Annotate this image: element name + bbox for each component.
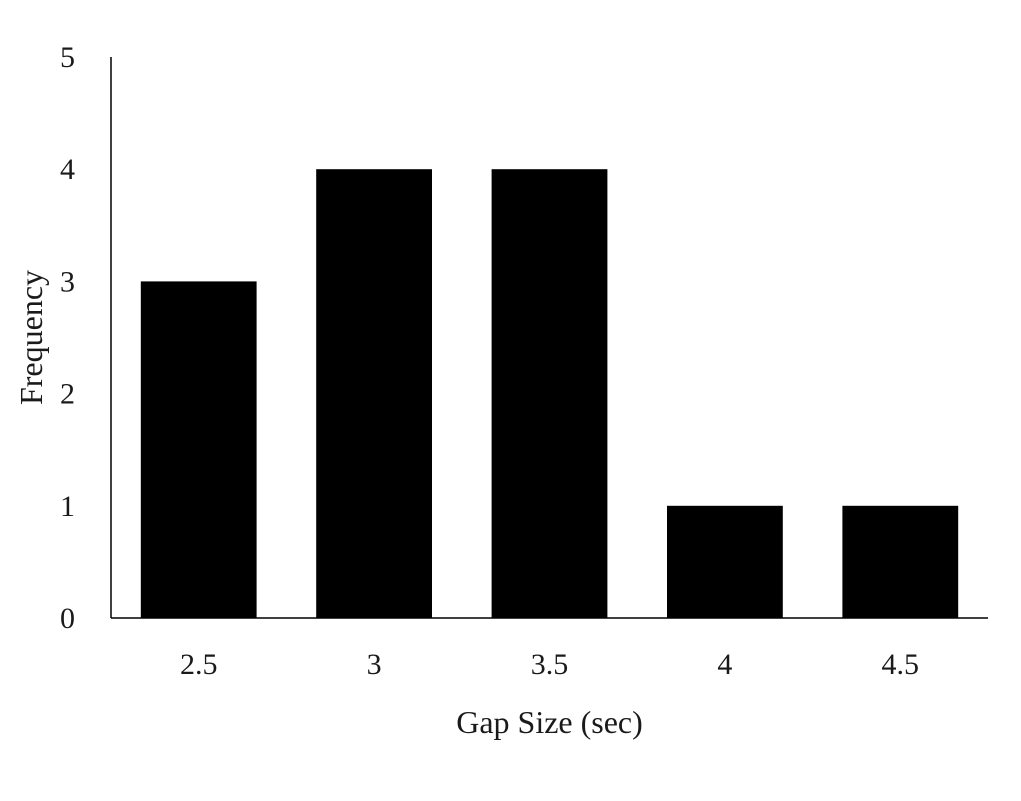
y-axis-title: Frequency	[13, 270, 49, 405]
bars-layer	[140, 169, 959, 618]
bar-4.5	[842, 505, 959, 618]
y-tick-label: 4	[60, 153, 75, 186]
y-tick-labels: 0 1 2 3 4 5	[60, 41, 75, 635]
y-tick-label: 2	[60, 378, 75, 411]
x-tick-label: 3	[367, 648, 382, 681]
x-axis-title: Gap Size (sec)	[456, 704, 643, 740]
bar-4	[667, 505, 783, 618]
axes-layer	[110, 57, 988, 619]
bar-3.5	[491, 169, 608, 618]
x-tick-labels: 2.5 3 3.5 4 4.5	[180, 648, 919, 681]
bar-2.5	[140, 281, 257, 618]
x-tick-label: 4	[717, 648, 732, 681]
y-tick-label: 3	[60, 265, 75, 298]
y-tick-label: 5	[60, 41, 75, 74]
y-tick-label: 0	[60, 602, 75, 635]
x-tick-label: 3.5	[531, 648, 569, 681]
x-tick-label: 4.5	[882, 648, 920, 681]
x-tick-label: 2.5	[180, 648, 218, 681]
bar-3	[316, 169, 432, 618]
y-tick-label: 1	[60, 490, 75, 523]
